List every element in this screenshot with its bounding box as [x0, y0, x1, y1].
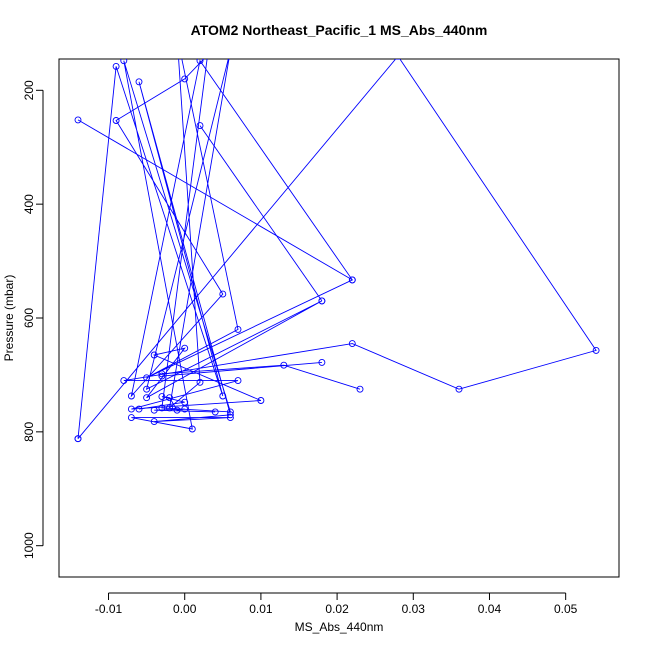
x-axis-label: MS_Abs_440nm: [295, 620, 384, 634]
data-point: [227, 48, 233, 54]
data-point: [181, 398, 189, 406]
series-line-4: [161, 361, 322, 377]
data-point: [196, 122, 204, 130]
y-axis: 200 400 600 800 1000: [22, 80, 44, 559]
data-point: [395, 59, 401, 60]
data-point: [455, 385, 463, 393]
data-point: [226, 411, 234, 419]
data-point: [112, 117, 120, 124]
series-line-0: [77, 59, 597, 439]
data-point: [74, 435, 82, 443]
data-point: [158, 370, 166, 378]
data-point: [166, 404, 173, 412]
data-point: [280, 361, 288, 369]
y-tick-label: 1000: [22, 532, 36, 559]
data-point: [74, 116, 82, 124]
data-point: [158, 404, 166, 412]
data-point: [181, 344, 189, 352]
y-tick-label: 800: [22, 422, 36, 442]
data-point: [196, 378, 204, 386]
data-point: [158, 393, 166, 401]
data-point: [592, 346, 600, 354]
data-point: [219, 392, 227, 400]
x-tick-label: 0.05: [554, 602, 578, 616]
data-point: [318, 358, 326, 366]
series-line-1: [77, 119, 353, 281]
data-point: [234, 325, 242, 333]
data-point: [150, 406, 158, 414]
data-point: [181, 405, 189, 413]
x-axis: -0.01 0.00 0.01 0.02 0.03 0.04 0.05: [95, 592, 578, 616]
data-point: [166, 394, 173, 402]
data-point: [205, 52, 211, 58]
chart-title: ATOM2 Northeast_Pacific_1 MS_Abs_440nm: [191, 22, 488, 38]
data-point: [127, 405, 135, 413]
x-tick-label: 0.04: [478, 602, 502, 616]
data-point: [143, 394, 151, 402]
x-tick-label: 0.02: [325, 602, 349, 616]
x-tick-label: 0.00: [173, 602, 197, 616]
data-point: [348, 276, 356, 284]
data-point: [348, 340, 356, 348]
data-point: [226, 408, 234, 416]
data-point: [143, 374, 151, 382]
data-point: [211, 408, 219, 416]
series-line-2: [199, 125, 323, 302]
y-axis-label: Pressure (mbar): [2, 275, 16, 362]
x-tick-label: -0.01: [95, 602, 123, 616]
series-line-3: [161, 364, 361, 390]
y-tick-label: 200: [22, 80, 36, 100]
data-point: [173, 406, 181, 414]
x-tick-label: 0.01: [249, 602, 273, 616]
data-point: [143, 385, 151, 393]
data-lines: [77, 59, 597, 439]
data-point: [150, 418, 158, 426]
data-point: [356, 385, 364, 393]
plot-frame: [58, 58, 620, 578]
data-point: [174, 33, 180, 39]
x-tick-label: 0.03: [402, 602, 426, 616]
data-point: [234, 377, 242, 385]
data-point: [112, 62, 120, 70]
data-point: [127, 414, 135, 422]
data-point: [120, 59, 128, 65]
data-point: [257, 397, 265, 404]
data-point: [158, 372, 166, 380]
data-point: [219, 290, 227, 298]
data-point: [188, 425, 196, 433]
data-point: [120, 377, 128, 385]
data-point: [135, 78, 143, 86]
data-point: [150, 351, 158, 359]
data-point: [135, 405, 143, 413]
y-tick-label: 400: [22, 194, 36, 214]
data-point: [181, 75, 189, 83]
data-point: [127, 392, 135, 400]
data-point: [318, 297, 326, 305]
y-tick-label: 600: [22, 308, 36, 328]
data-points: [74, 33, 600, 443]
data-point: [196, 59, 204, 65]
